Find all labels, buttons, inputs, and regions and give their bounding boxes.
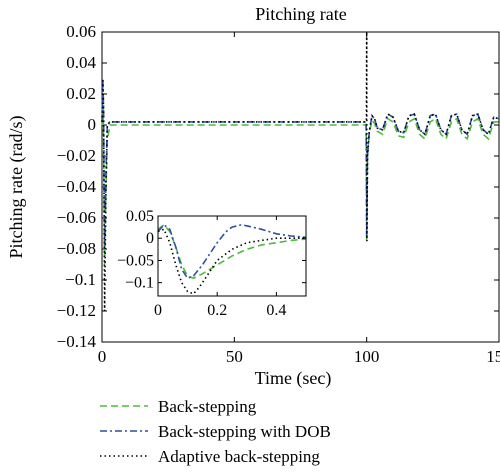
main-x-tick-label: 100 bbox=[354, 347, 380, 366]
main-y-tick-label: −0.08 bbox=[57, 239, 96, 258]
main-x-tick-label: 0 bbox=[98, 347, 107, 366]
main-x-tick-label: 50 bbox=[226, 347, 243, 366]
main-y-tick-label: 0 bbox=[88, 115, 97, 134]
inset-axis-ticks: 0 0.2 0.4 0.05 0 −0.05 −0.1 bbox=[117, 208, 306, 319]
inset-y-tick-label: −0.1 bbox=[125, 275, 154, 292]
main-y-tick-label: 0.06 bbox=[66, 22, 96, 41]
legend-label-1: Back-stepping bbox=[158, 397, 257, 416]
x-axis-label: Time (sec) bbox=[255, 368, 332, 389]
inset-x-tick-label: 0 bbox=[154, 302, 162, 319]
main-y-tick-label: −0.02 bbox=[57, 146, 96, 165]
inset-series-group bbox=[157, 223, 307, 295]
inset-series-line-1 bbox=[157, 223, 307, 280]
main-series-line-2 bbox=[101, 78, 500, 250]
main-y-tick-label: −0.1 bbox=[65, 270, 96, 289]
main-y-tick-label: 0.02 bbox=[66, 84, 96, 103]
main-x-tick-label: 150 bbox=[486, 347, 500, 366]
main-series-group bbox=[101, 31, 500, 312]
main-series-line-1 bbox=[101, 93, 499, 265]
inset-series-line-2 bbox=[157, 223, 307, 280]
main-axis-ticks: 0 50 100 150 0.06 0.04 0.02 0 −0.02 −0.04 −0.06 −0.… bbox=[57, 22, 500, 366]
main-y-tick-label: 0.04 bbox=[66, 53, 96, 72]
inset-x-tick-label: 0.4 bbox=[266, 302, 286, 319]
inset-series-line-3 bbox=[157, 228, 306, 295]
main-y-tick-label: −0.14 bbox=[57, 332, 97, 351]
inset-x-tick-label: 0.2 bbox=[207, 302, 227, 319]
y-axis-label: Pitching rate (rad/s) bbox=[6, 116, 27, 259]
inset-y-tick-label: 0 bbox=[146, 230, 154, 247]
chart-title: Pitching rate bbox=[255, 4, 346, 24]
inset-y-tick-label: 0.05 bbox=[126, 208, 154, 225]
legend-label-3: Adaptive back-stepping bbox=[158, 447, 320, 466]
main-y-tick-label: −0.06 bbox=[57, 208, 96, 227]
main-series-line-3 bbox=[101, 31, 500, 312]
inset-y-tick-label: −0.05 bbox=[117, 252, 154, 269]
legend: Back-stepping Back-stepping with DOB Adapt… bbox=[100, 397, 331, 466]
main-y-tick-label: −0.12 bbox=[57, 301, 96, 320]
inset-plot-frame bbox=[157, 215, 307, 297]
main-y-tick-label: −0.04 bbox=[57, 177, 97, 196]
legend-label-2: Back-stepping with DOB bbox=[158, 422, 331, 441]
